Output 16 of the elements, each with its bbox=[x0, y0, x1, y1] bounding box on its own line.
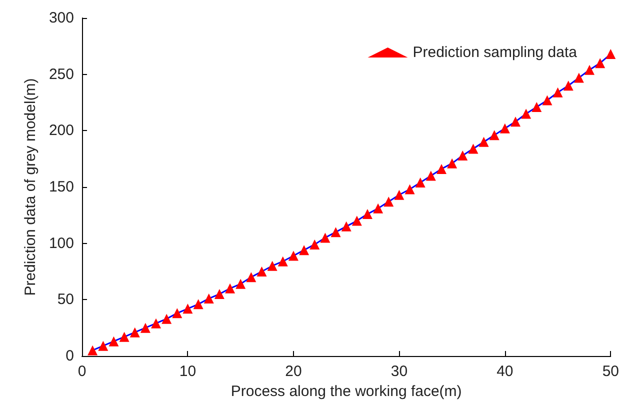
y-tick-label: 200 bbox=[48, 122, 74, 140]
x-tick-label: 30 bbox=[390, 363, 408, 380]
y-tick-label: 100 bbox=[48, 234, 74, 252]
x-tick-label: 0 bbox=[78, 363, 86, 380]
x-tick-label: 20 bbox=[285, 363, 302, 380]
y-tick-label: 300 bbox=[48, 10, 74, 26]
x-axis-title: Process along the working face(m) bbox=[230, 382, 462, 400]
x-tick-label: 10 bbox=[179, 363, 196, 380]
y-tick-label: 250 bbox=[48, 66, 74, 83]
legend-label: Prediction sampling data bbox=[412, 44, 578, 61]
y-tick-label: 50 bbox=[57, 291, 74, 308]
y-tick-label: 150 bbox=[48, 178, 74, 196]
x-tick-label: 40 bbox=[496, 363, 514, 380]
y-tick-label: 0 bbox=[66, 348, 74, 364]
y-axis-title: Prediction data of grey model(m) bbox=[22, 78, 39, 296]
x-tick-label: 50 bbox=[602, 363, 619, 380]
